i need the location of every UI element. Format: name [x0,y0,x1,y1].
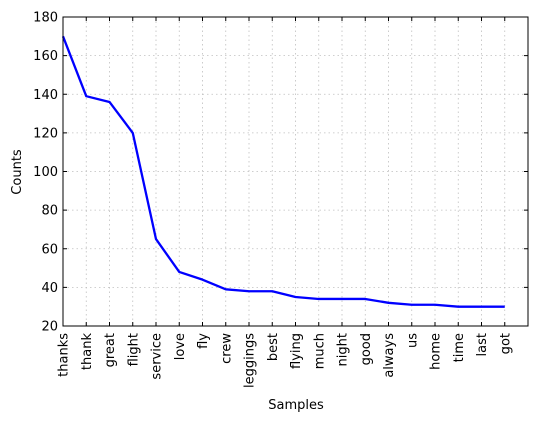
x-tick-label: night [336,333,351,366]
y-tick-label: 40 [41,281,58,296]
x-tick-label: flying [289,333,304,369]
x-tick-label: fly [196,333,211,349]
x-tick-label: best [266,333,281,361]
x-tick-label: thanks [57,333,72,377]
x-tick-label: home [429,333,444,370]
x-tick-label: always [382,333,397,378]
y-tick-label: 140 [33,88,58,103]
series-line [61,35,505,308]
y-tick-label: 160 [33,49,58,64]
x-tick-label: got [498,333,513,354]
x-tick-label: service [150,333,165,380]
x-tick-label: good [359,333,374,365]
grid-layer [62,16,528,327]
x-tick-label: much [312,333,327,369]
y-tick-label: 120 [33,126,58,141]
x-tick-label: love [173,333,188,360]
y-tick-label: 60 [41,242,58,257]
x-tick-label: flight [126,333,141,366]
x-tick-label: crew [219,333,234,364]
y-tick-label: 180 [33,11,58,26]
y-tick-label: 100 [33,165,58,180]
x-tick-label: thank [80,333,95,371]
x-axis-label: Samples [268,398,324,413]
y-tick-label: 20 [41,320,58,335]
series-layer [61,35,505,308]
y-tick-label: 80 [41,204,58,219]
x-tick-label: time [452,333,467,362]
label-layer: Samples Counts [10,149,324,413]
x-tick-label: leggings [243,333,258,388]
x-tick-label: great [103,333,118,367]
x-tick-label: last [475,333,490,356]
x-tick-label: us [405,333,420,348]
y-axis-label: Counts [10,149,25,195]
